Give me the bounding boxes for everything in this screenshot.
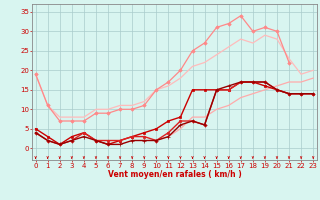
X-axis label: Vent moyen/en rafales ( km/h ): Vent moyen/en rafales ( km/h ): [108, 170, 241, 179]
